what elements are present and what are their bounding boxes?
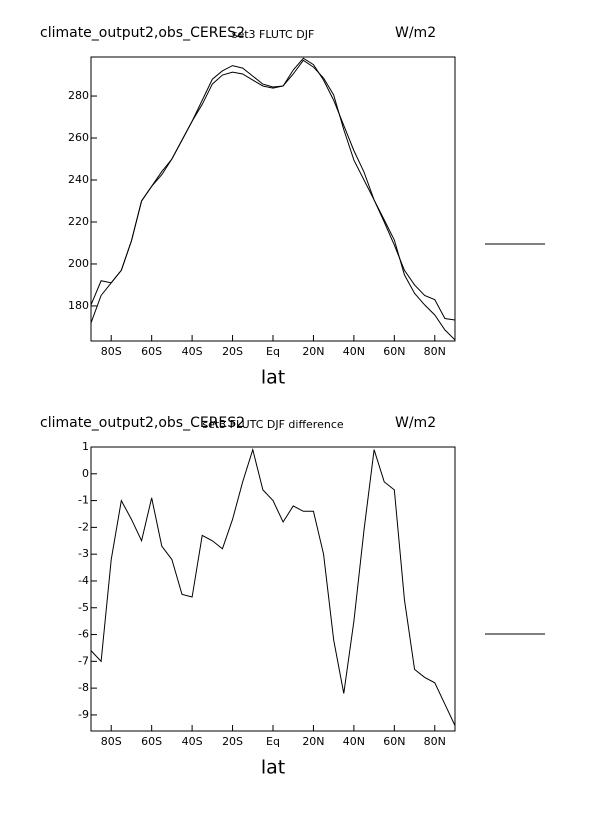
- y-tick-label: -5: [78, 601, 89, 614]
- data-line: [90, 59, 456, 321]
- data-line: [90, 57, 456, 341]
- x-tick-label: 40N: [343, 345, 365, 358]
- x-tick-label: Eq: [266, 345, 280, 358]
- x-tick-label: 60S: [141, 345, 162, 358]
- chart-title: climate_output2,obs_CERES2: [40, 415, 245, 431]
- units-label: W/m2: [395, 25, 436, 41]
- y-tick-label: -1: [78, 494, 89, 507]
- y-tick-label: 220: [68, 215, 89, 228]
- y-tick-label: 180: [68, 299, 89, 312]
- x-tick-label: 20S: [222, 345, 243, 358]
- y-tick-label: -8: [78, 681, 89, 694]
- x-tick-label: 40N: [343, 735, 365, 748]
- plot-frame: [90, 446, 456, 732]
- x-tick-label: 40S: [182, 345, 203, 358]
- y-tick-label: -9: [78, 708, 89, 721]
- plot-frame: [90, 56, 456, 342]
- x-tick-label: 80S: [101, 345, 122, 358]
- x-tick-label: 20N: [302, 345, 324, 358]
- chart-subtitle: set3 FLUTC DJF: [232, 28, 315, 41]
- x-axis-label: lat: [261, 367, 285, 389]
- x-tick-label: 80S: [101, 735, 122, 748]
- x-tick-label: 60S: [141, 735, 162, 748]
- y-tick-label: -4: [78, 574, 89, 587]
- y-tick-label: 1: [82, 440, 89, 453]
- y-tick-label: 200: [68, 257, 89, 270]
- units-label: W/m2: [395, 415, 436, 431]
- y-tick-label: 260: [68, 131, 89, 144]
- x-tick-label: 60N: [383, 735, 405, 748]
- x-tick-label: 60N: [383, 345, 405, 358]
- y-tick-label: 0: [82, 467, 89, 480]
- y-tick-label: -2: [78, 520, 89, 533]
- chart-title: climate_output2,obs_CERES2: [40, 25, 245, 41]
- y-tick-label: 240: [68, 173, 89, 186]
- x-tick-label: 40S: [182, 735, 203, 748]
- y-tick-label: -3: [78, 547, 89, 560]
- x-tick-label: 80N: [424, 735, 446, 748]
- chart-subtitle: set3 FLUTC DJF difference: [202, 418, 344, 431]
- x-tick-label: Eq: [266, 735, 280, 748]
- data-line: [90, 447, 456, 726]
- x-axis-label: lat: [261, 757, 285, 779]
- x-tick-label: 20N: [302, 735, 324, 748]
- y-tick-label: 280: [68, 89, 89, 102]
- y-tick-label: -6: [78, 628, 89, 641]
- x-tick-label: 80N: [424, 345, 446, 358]
- y-tick-label: -7: [78, 654, 89, 667]
- x-tick-label: 20S: [222, 735, 243, 748]
